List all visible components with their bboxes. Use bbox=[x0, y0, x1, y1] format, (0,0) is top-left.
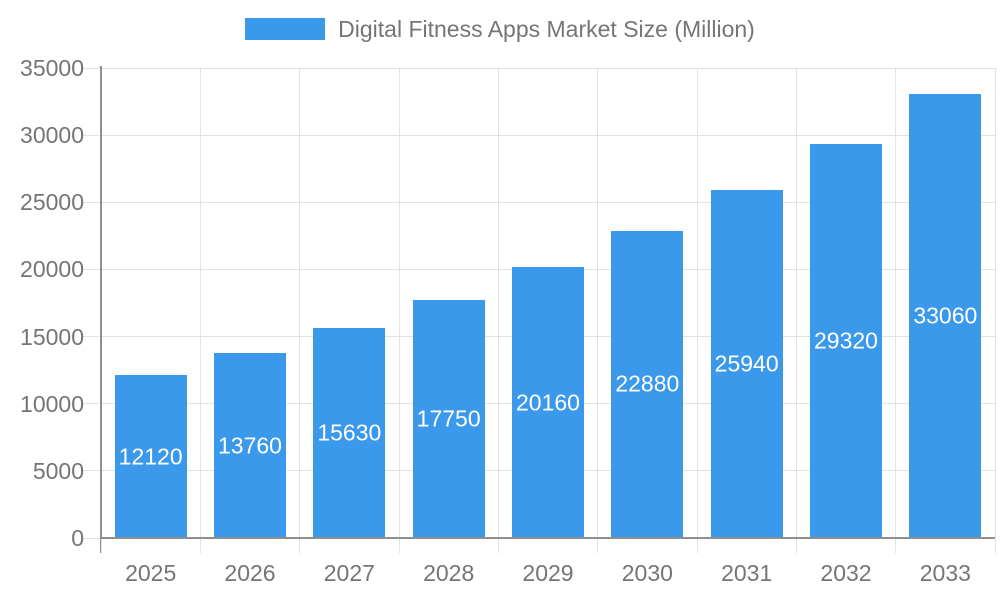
bar-value-label: 22880 bbox=[615, 370, 680, 397]
bar[interactable]: 20160 bbox=[512, 267, 584, 538]
x-axis-tick-label: 2031 bbox=[721, 560, 773, 586]
y-axis-tick-label: 15000 bbox=[20, 323, 84, 350]
x-axis-tick bbox=[994, 539, 996, 553]
bar-value-label: 13760 bbox=[218, 432, 282, 459]
gridline-vertical bbox=[994, 68, 996, 538]
gridline-vertical bbox=[696, 68, 698, 538]
gridline-vertical bbox=[398, 68, 400, 538]
x-axis-tick bbox=[795, 539, 797, 553]
y-axis-tick-label: 35000 bbox=[20, 55, 84, 81]
y-axis-tick bbox=[83, 403, 100, 405]
x-axis-tick bbox=[696, 539, 698, 553]
bar[interactable]: 33060 bbox=[909, 94, 982, 538]
gridline-vertical bbox=[895, 68, 897, 538]
gridline-horizontal bbox=[101, 201, 995, 203]
x-axis-tick bbox=[199, 539, 201, 553]
gridline-vertical bbox=[299, 68, 301, 538]
gridline-horizontal bbox=[101, 134, 995, 136]
bar[interactable]: 17750 bbox=[412, 299, 485, 538]
bar[interactable]: 29320 bbox=[810, 144, 882, 538]
x-axis-line bbox=[101, 537, 995, 539]
y-axis-tick-label: 25000 bbox=[20, 189, 84, 216]
x-axis-tick bbox=[398, 539, 400, 553]
x-axis-tick bbox=[895, 539, 897, 553]
y-axis-tick bbox=[83, 470, 100, 472]
y-axis-tick-label: 5000 bbox=[32, 457, 84, 484]
y-axis-tick bbox=[83, 268, 100, 270]
x-axis-tick-label: 2025 bbox=[125, 560, 177, 586]
bar[interactable]: 22880 bbox=[611, 230, 684, 538]
x-axis-tick-label: 2033 bbox=[919, 560, 971, 586]
bar-value-label: 12120 bbox=[118, 443, 183, 470]
legend-label: Digital Fitness Apps Market Size (Millio… bbox=[338, 15, 755, 42]
x-axis-tick-label: 2032 bbox=[820, 560, 872, 586]
bar-value-label: 33060 bbox=[913, 302, 978, 329]
y-axis-tick-label: 20000 bbox=[20, 256, 84, 283]
bar-value-label: 15630 bbox=[317, 419, 382, 446]
y-axis-tick bbox=[83, 201, 100, 203]
x-axis-tick-label: 2029 bbox=[522, 560, 574, 586]
bar-value-label: 25940 bbox=[714, 350, 779, 377]
gridline-vertical bbox=[597, 68, 599, 538]
y-axis-tick bbox=[83, 134, 100, 136]
x-axis-tick bbox=[100, 539, 102, 553]
y-axis-tick bbox=[83, 537, 100, 539]
y-axis-tick bbox=[83, 67, 100, 69]
x-axis-tick-label: 2027 bbox=[323, 560, 375, 586]
x-axis-tick-label: 2028 bbox=[423, 560, 475, 586]
gridline-vertical bbox=[795, 68, 797, 538]
y-axis-tick-label: 10000 bbox=[20, 390, 84, 417]
bar-value-label: 20160 bbox=[516, 389, 580, 416]
y-axis-tick-label: 30000 bbox=[20, 122, 84, 149]
x-axis-tick bbox=[497, 539, 499, 553]
x-axis-tick bbox=[299, 539, 301, 553]
bar[interactable]: 12120 bbox=[114, 375, 187, 538]
x-axis-tick bbox=[597, 539, 599, 553]
bar[interactable]: 13760 bbox=[214, 353, 286, 538]
x-axis-tick-label: 2030 bbox=[621, 560, 673, 586]
bar-value-label: 17750 bbox=[416, 405, 481, 432]
legend-swatch bbox=[245, 18, 326, 40]
bar-value-label: 29320 bbox=[814, 327, 878, 354]
y-axis-tick bbox=[83, 336, 100, 338]
y-axis-tick-label: 0 bbox=[71, 525, 84, 551]
gridline-vertical bbox=[497, 68, 499, 538]
gridline-horizontal bbox=[101, 67, 995, 69]
bar[interactable]: 15630 bbox=[313, 328, 386, 538]
legend-item[interactable]: Digital Fitness Apps Market Size (Millio… bbox=[0, 14, 1000, 44]
plot-area: 12120 13760 15630 17750 20160 22880 25940 29320… bbox=[101, 67, 996, 538]
gridline-vertical bbox=[199, 68, 201, 538]
x-axis-tick-label: 2026 bbox=[224, 560, 276, 586]
bar[interactable]: 25940 bbox=[710, 189, 783, 538]
y-axis-line bbox=[100, 66, 102, 553]
